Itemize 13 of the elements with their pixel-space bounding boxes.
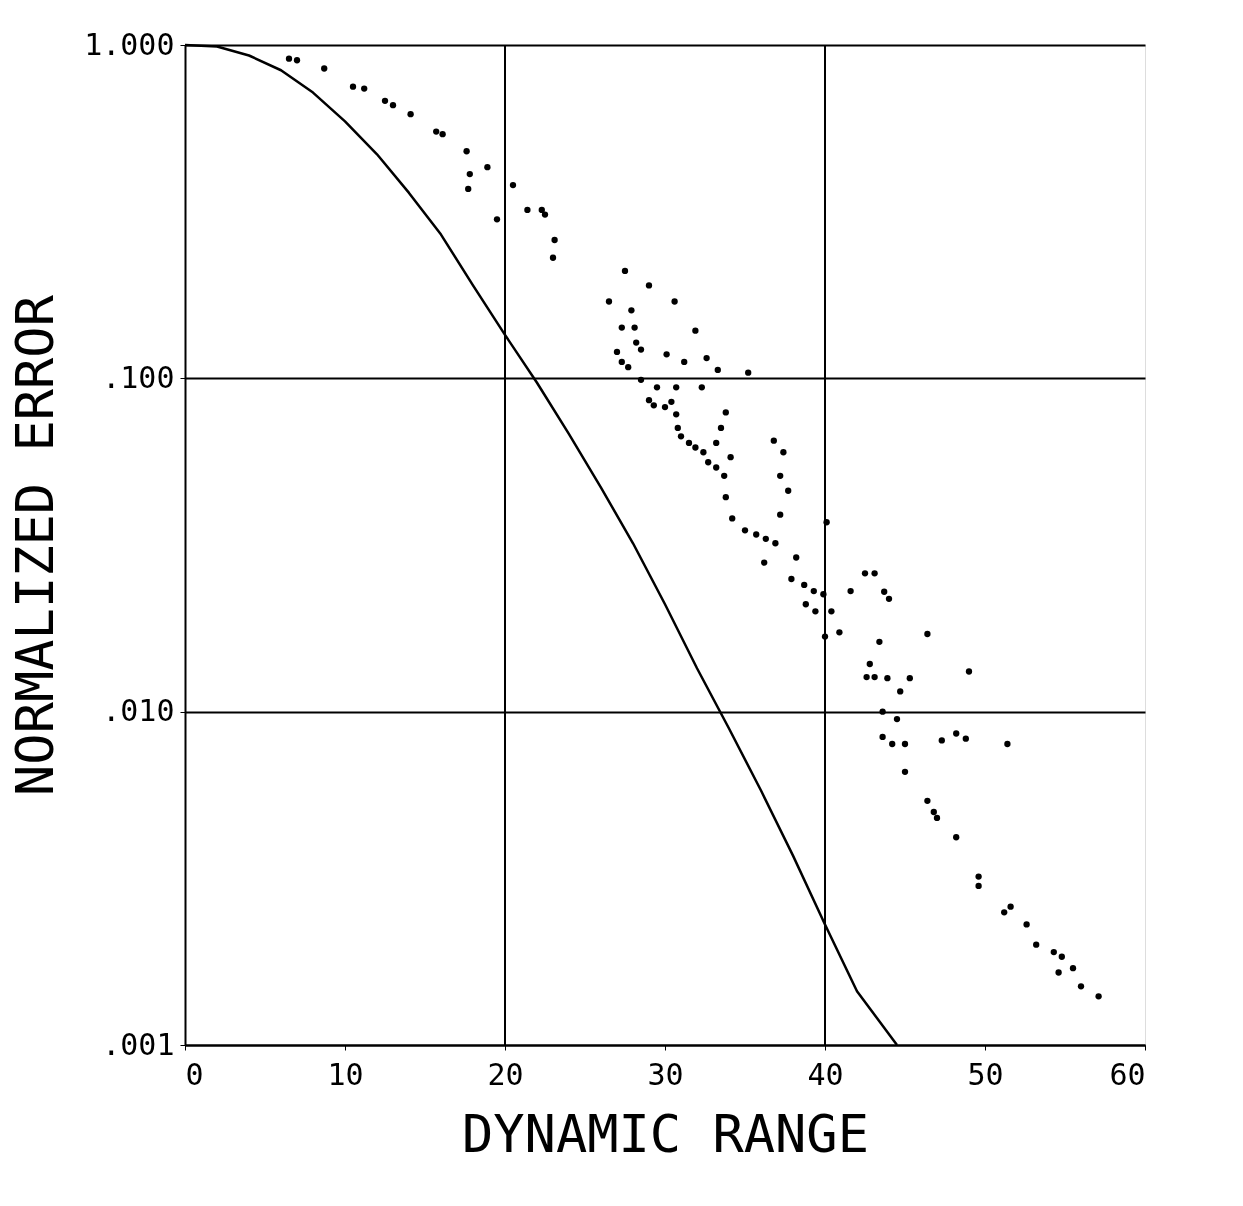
x-tick-label: 50 [967, 1056, 1004, 1092]
x-tick-label: 10 [327, 1056, 364, 1092]
x-tick-label: 40 [807, 1056, 844, 1092]
x-tick-label: 60 [1109, 1056, 1146, 1092]
y-tick-label: .100 [102, 359, 175, 395]
y-tick-label: 1.000 [84, 26, 175, 62]
y-tick-label: .010 [102, 693, 175, 729]
y-tick-label: .001 [102, 1026, 175, 1062]
x-tick-label: 30 [647, 1056, 684, 1092]
x-tick-label: 20 [487, 1056, 524, 1092]
x-tick-label: 0 [185, 1056, 204, 1092]
x-axis-title: DYNAMIC RANGE [462, 1103, 869, 1164]
y-axis-title: NORMALIZED ERROR [5, 294, 66, 796]
